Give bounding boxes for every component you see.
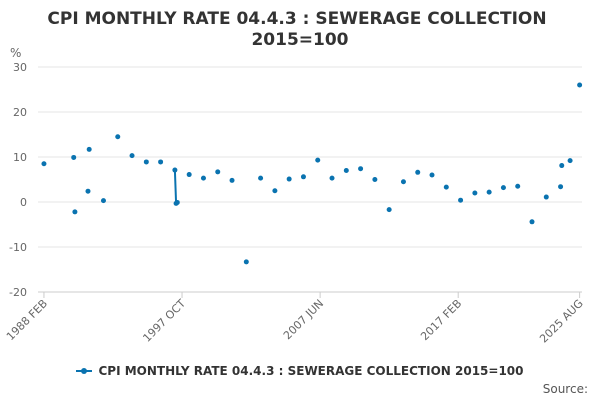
legend-label: CPI MONTHLY RATE 04.4.3 : SEWERAGE COLLE…	[98, 364, 524, 378]
data-point[interactable]	[71, 154, 77, 160]
y-tick-label: 0	[20, 196, 27, 209]
series-lines	[173, 170, 178, 204]
data-point[interactable]	[72, 209, 78, 215]
data-point[interactable]	[115, 134, 121, 140]
data-point[interactable]	[286, 176, 292, 182]
x-tick-label: 2017 FEB	[418, 297, 464, 343]
data-point[interactable]	[558, 184, 564, 190]
data-point[interactable]	[443, 184, 449, 190]
data-point[interactable]	[41, 161, 47, 167]
data-point[interactable]	[315, 157, 321, 163]
data-point[interactable]	[500, 185, 506, 191]
y-tick-label: 10	[13, 151, 27, 164]
x-axis: 1988 FEB 1997 OCT 2007 JUN 2017 FEB 2025 AUG	[4, 291, 586, 346]
data-point[interactable]	[559, 163, 565, 169]
data-point[interactable]	[400, 179, 406, 185]
data-point[interactable]	[543, 194, 549, 200]
data-point[interactable]	[415, 169, 421, 175]
legend[interactable]: CPI MONTHLY RATE 04.4.3 : SEWERAGE COLLE…	[0, 364, 600, 378]
data-point[interactable]	[158, 159, 164, 165]
data-point[interactable]	[300, 174, 306, 180]
data-point[interactable]	[529, 219, 535, 225]
data-point[interactable]	[272, 188, 278, 194]
data-point[interactable]	[358, 166, 364, 172]
series-points	[41, 82, 583, 265]
y-tick-label: -10	[9, 241, 27, 254]
data-point[interactable]	[458, 197, 464, 203]
data-point[interactable]	[372, 177, 378, 182]
source-label: Source:	[542, 382, 588, 396]
data-point[interactable]	[343, 168, 349, 173]
data-point[interactable]	[243, 259, 249, 265]
data-point[interactable]	[143, 159, 149, 165]
data-point[interactable]	[85, 188, 91, 194]
data-point[interactable]	[472, 190, 478, 196]
x-tick-label: 1997 OCT	[140, 297, 188, 345]
data-point[interactable]	[258, 175, 264, 181]
data-point[interactable]	[229, 177, 235, 183]
data-point[interactable]	[129, 153, 135, 159]
data-point[interactable]	[386, 207, 392, 213]
y-tick-label: -20	[9, 286, 27, 299]
series-line-segment	[173, 170, 178, 204]
y-axis: -20 -10 0 10 20 30	[9, 61, 27, 299]
data-point[interactable]	[329, 175, 335, 181]
grid	[38, 66, 582, 293]
data-point[interactable]	[174, 199, 180, 205]
x-tick-label: 2025 AUG	[537, 297, 586, 346]
legend-swatch-icon	[76, 366, 93, 376]
data-point[interactable]	[515, 183, 521, 189]
data-point[interactable]	[172, 167, 178, 173]
data-point[interactable]	[186, 172, 192, 178]
x-tick-label: 2007 JUN	[281, 297, 326, 342]
data-point[interactable]	[86, 146, 92, 152]
data-point[interactable]	[215, 169, 221, 175]
data-point[interactable]	[200, 175, 206, 181]
data-point[interactable]	[429, 172, 435, 178]
chart-subtitle: 2015=100	[251, 30, 348, 50]
data-point[interactable]	[100, 198, 106, 204]
y-tick-label: 20	[13, 106, 27, 119]
data-point[interactable]	[486, 189, 492, 195]
y-axis-unit: %	[10, 46, 21, 60]
data-point[interactable]	[567, 158, 573, 164]
y-tick-label: 30	[13, 61, 27, 74]
chart-title: CPI MONTHLY RATE 04.4.3 : SEWERAGE COLLE…	[47, 9, 546, 29]
x-tick-label: 1988 FEB	[4, 297, 50, 343]
data-point[interactable]	[577, 82, 583, 88]
